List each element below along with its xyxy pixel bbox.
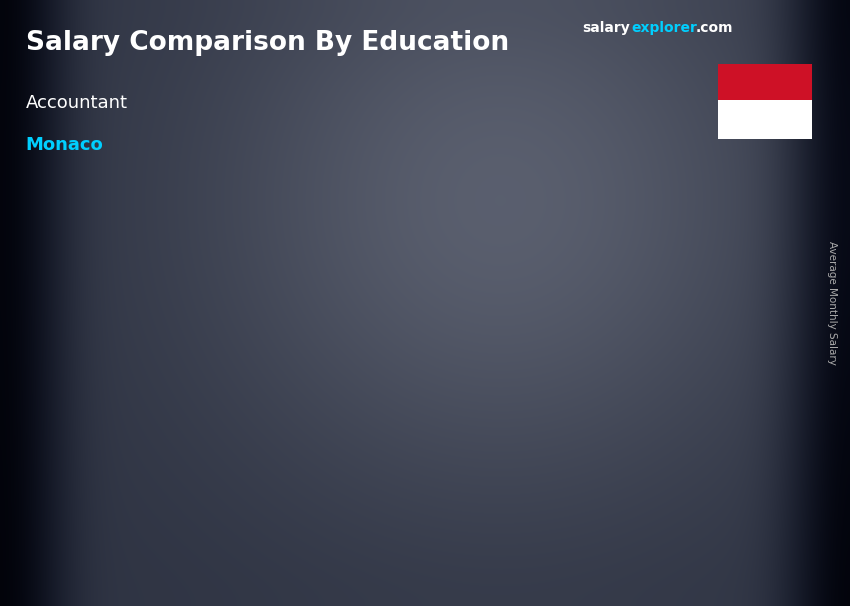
- Polygon shape: [243, 343, 365, 351]
- Polygon shape: [365, 343, 383, 497]
- Text: +32%: +32%: [531, 186, 598, 206]
- FancyArrowPatch shape: [352, 288, 484, 344]
- FancyArrowPatch shape: [538, 231, 670, 298]
- Text: salary: salary: [582, 21, 630, 35]
- Text: .com: .com: [695, 21, 733, 35]
- Bar: [262, 351, 365, 497]
- Bar: [76, 368, 178, 497]
- Text: +31%: +31%: [348, 238, 416, 258]
- Text: Salary Comparison By Education: Salary Comparison By Education: [26, 30, 508, 56]
- FancyArrowPatch shape: [175, 324, 298, 361]
- Polygon shape: [178, 361, 197, 497]
- Text: Monaco: Monaco: [26, 136, 103, 155]
- Polygon shape: [737, 231, 756, 497]
- Polygon shape: [429, 295, 551, 307]
- Text: explorer: explorer: [632, 21, 697, 35]
- Polygon shape: [616, 231, 737, 247]
- Polygon shape: [616, 247, 634, 497]
- Bar: [448, 307, 551, 497]
- Polygon shape: [429, 307, 448, 497]
- Polygon shape: [243, 351, 262, 497]
- Polygon shape: [551, 295, 570, 497]
- Text: 4,210 EUR: 4,210 EUR: [643, 263, 713, 276]
- Text: Accountant: Accountant: [26, 94, 128, 112]
- Bar: [634, 247, 737, 497]
- Polygon shape: [57, 361, 178, 368]
- Text: 2,440 EUR: 2,440 EUR: [271, 368, 340, 381]
- Polygon shape: [57, 368, 76, 497]
- Text: +13%: +13%: [162, 290, 230, 311]
- Text: 2,160 EUR: 2,160 EUR: [85, 385, 154, 398]
- Text: 3,200 EUR: 3,200 EUR: [457, 323, 527, 336]
- Text: Average Monthly Salary: Average Monthly Salary: [827, 241, 837, 365]
